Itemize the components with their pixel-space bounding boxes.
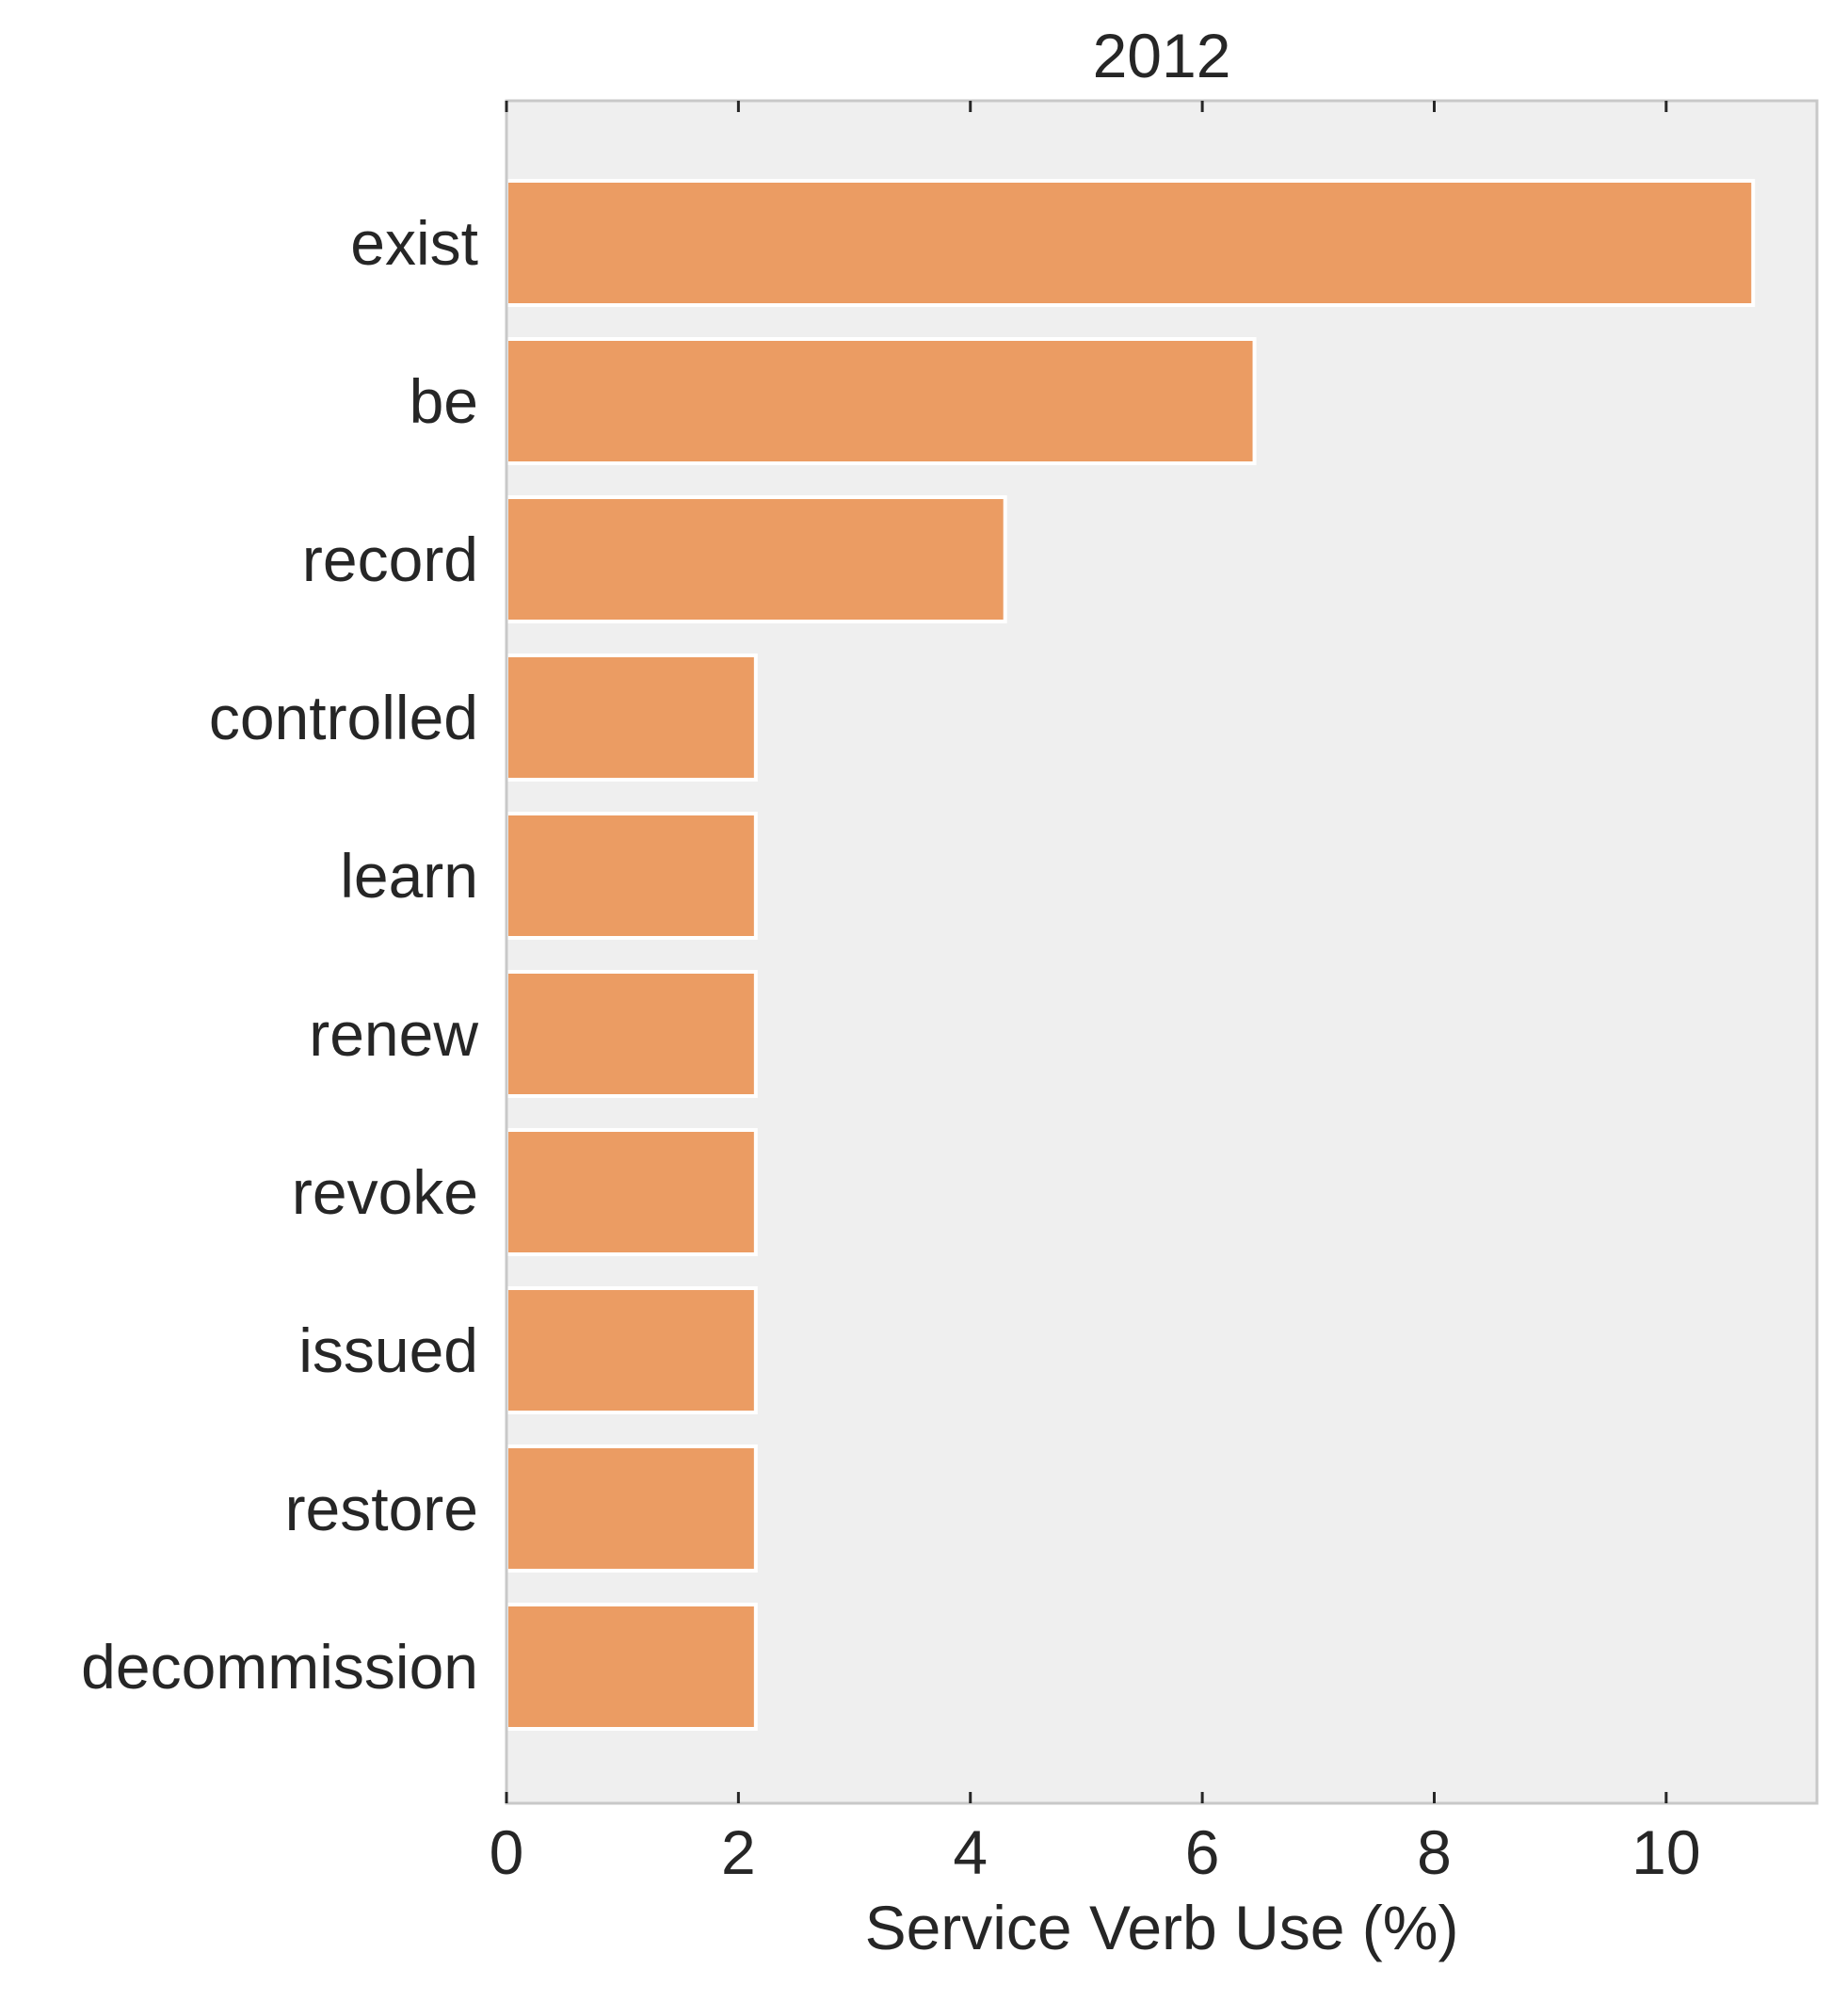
x-tick-label: 4	[953, 1817, 988, 1887]
bar-restore	[505, 1444, 758, 1573]
category-label-be: be	[410, 366, 478, 436]
x-tick-label: 8	[1417, 1817, 1452, 1887]
x-tick-label: 0	[490, 1817, 524, 1887]
category-label-renew: renew	[309, 999, 478, 1069]
chart-title: 2012	[1093, 21, 1231, 90]
x-axis-ticks: 0 2 4 6 8 10	[490, 101, 1701, 1887]
bar-renew	[505, 970, 758, 1098]
bars-group	[505, 179, 1756, 1731]
category-label-issued: issued	[298, 1315, 478, 1385]
bar-record	[505, 495, 1007, 623]
bar-exist	[505, 179, 1756, 307]
category-label-controlled: controlled	[209, 683, 478, 752]
x-axis-title: Service Verb Use (%)	[865, 1893, 1459, 1962]
category-label-exist: exist	[350, 208, 478, 278]
axes-frame	[505, 99, 1819, 1805]
category-label-decommission: decommission	[81, 1632, 478, 1702]
bar-revoke	[505, 1128, 758, 1256]
bar-learn	[505, 812, 758, 940]
x-tick-label: 10	[1631, 1817, 1700, 1887]
bar-issued	[505, 1286, 758, 1414]
x-tick-label: 6	[1185, 1817, 1220, 1887]
category-label-restore: restore	[285, 1474, 478, 1543]
x-tick-label: 2	[721, 1817, 756, 1887]
bar-decommission	[505, 1603, 758, 1731]
y-axis-category-labels: exist be record controlled learn renew revoke i…	[81, 208, 478, 1702]
bar-controlled	[505, 654, 758, 782]
category-label-learn: learn	[340, 841, 478, 911]
category-label-record: record	[302, 524, 478, 594]
bar-be	[505, 337, 1257, 465]
category-label-revoke: revoke	[292, 1157, 478, 1227]
